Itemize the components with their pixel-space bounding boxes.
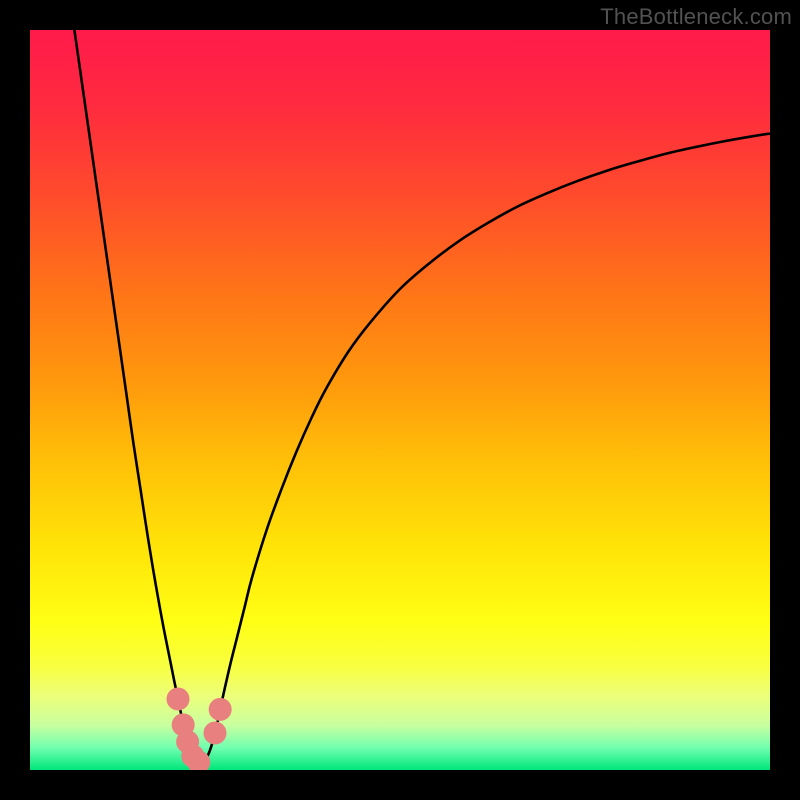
marker-point <box>209 698 231 720</box>
bottleneck-chart <box>0 0 800 800</box>
plot-background <box>30 30 770 770</box>
marker-point <box>204 722 226 744</box>
watermark-text: TheBottleneck.com <box>600 4 792 30</box>
marker-point <box>167 688 189 710</box>
marker-point <box>188 751 210 773</box>
